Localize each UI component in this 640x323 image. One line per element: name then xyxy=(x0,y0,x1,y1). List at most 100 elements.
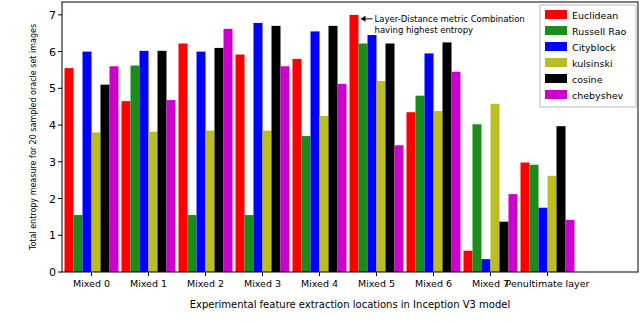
y-tick-label: 4 xyxy=(49,119,56,132)
bar xyxy=(140,51,149,272)
legend-label: Russell Rao xyxy=(572,26,626,37)
bar xyxy=(539,208,548,272)
y-tick xyxy=(58,51,62,52)
bar xyxy=(482,259,491,272)
bar xyxy=(197,52,206,272)
bar xyxy=(566,220,575,272)
bar xyxy=(131,66,140,272)
bar xyxy=(188,215,197,272)
y-axis-label: Total entropy measure for 20 sampled ora… xyxy=(29,24,38,251)
x-tick xyxy=(490,272,491,276)
bar xyxy=(254,23,263,272)
y-tick-label: 2 xyxy=(49,193,56,206)
legend-label: Euclidean xyxy=(572,10,618,21)
x-axis-label: Experimental feature extraction location… xyxy=(190,299,511,310)
annotation: having highest entropy xyxy=(375,25,474,35)
bar xyxy=(167,100,176,272)
x-tick xyxy=(91,272,92,276)
bar xyxy=(122,101,131,272)
bar xyxy=(158,51,167,272)
bar xyxy=(425,53,434,272)
bar xyxy=(293,59,302,272)
bar xyxy=(311,31,320,272)
bar xyxy=(521,163,530,272)
bar xyxy=(338,84,347,272)
legend-label: Cityblock xyxy=(572,42,616,53)
x-tick xyxy=(262,272,263,276)
bar xyxy=(179,44,188,272)
y-tick-label: 3 xyxy=(49,156,56,169)
x-tick xyxy=(319,272,320,276)
bar xyxy=(500,222,509,272)
legend-swatch xyxy=(545,10,567,19)
y-tick-label: 0 xyxy=(49,266,56,279)
x-tick xyxy=(148,272,149,276)
x-tick-label: Penultimate layer xyxy=(506,278,590,289)
bar xyxy=(509,194,518,272)
x-tick-label: Mixed 7 xyxy=(472,278,509,289)
x-tick-label: Mixed 6 xyxy=(415,278,452,289)
bar xyxy=(281,66,290,272)
y-tick-label: 1 xyxy=(49,229,56,242)
bar xyxy=(149,132,158,272)
bar xyxy=(443,42,452,272)
bar xyxy=(215,48,224,272)
x-tick-label: Mixed 5 xyxy=(358,278,395,289)
x-tick-label: Mixed 3 xyxy=(244,278,281,289)
plot-frame xyxy=(62,2,638,272)
bar xyxy=(464,251,473,272)
bar xyxy=(548,176,557,272)
legend-label: cosine xyxy=(572,74,603,85)
bar xyxy=(368,35,377,272)
bar xyxy=(491,104,500,272)
y-tick xyxy=(58,235,62,236)
legend-swatch xyxy=(545,90,567,99)
bar xyxy=(302,136,311,272)
x-tick xyxy=(547,272,548,276)
annotation-arrowhead xyxy=(361,16,366,22)
x-tick-label: Mixed 2 xyxy=(187,278,224,289)
x-tick xyxy=(433,272,434,276)
x-tick xyxy=(205,272,206,276)
legend-box xyxy=(540,5,636,107)
y-tick xyxy=(58,14,62,15)
legend-swatch xyxy=(545,42,567,51)
y-tick xyxy=(58,125,62,126)
bar xyxy=(530,165,539,272)
bar xyxy=(110,66,119,272)
bar xyxy=(236,55,245,272)
x-tick-label: Mixed 4 xyxy=(301,278,338,289)
y-tick xyxy=(58,198,62,199)
x-tick-label: Mixed 0 xyxy=(73,278,110,289)
legend-label: chebyshev xyxy=(572,90,624,101)
y-tick xyxy=(58,88,62,89)
bar xyxy=(92,132,101,272)
bar xyxy=(65,68,74,272)
bar xyxy=(74,215,83,272)
bar xyxy=(473,124,482,272)
bar xyxy=(452,72,461,272)
x-tick-label: Mixed 1 xyxy=(130,278,167,289)
bar xyxy=(434,111,443,272)
legend-label: kulsinski xyxy=(572,58,613,69)
bar xyxy=(245,215,254,272)
y-tick xyxy=(58,272,62,273)
y-tick-label: 7 xyxy=(49,9,56,22)
legend-swatch xyxy=(545,58,567,67)
bar xyxy=(320,116,329,272)
bar xyxy=(350,15,359,272)
bar xyxy=(101,85,110,272)
bar xyxy=(416,96,425,272)
legend-swatch xyxy=(545,74,567,83)
annotation: Layer-Distance metric Combination xyxy=(375,14,525,24)
bar xyxy=(263,131,272,272)
y-tick-label: 6 xyxy=(49,46,56,59)
bar xyxy=(557,126,566,272)
chart: 0 1 2 3 4 5 6 7 Mixed 0 Mixed 1 Mixed 2 Mixed 3 Mixe… xyxy=(0,0,640,323)
bar xyxy=(224,29,233,272)
annotation-arrow xyxy=(365,18,373,19)
y-tick xyxy=(58,161,62,162)
bar xyxy=(386,44,395,272)
y-tick-label: 5 xyxy=(49,82,56,95)
bar xyxy=(407,112,416,272)
